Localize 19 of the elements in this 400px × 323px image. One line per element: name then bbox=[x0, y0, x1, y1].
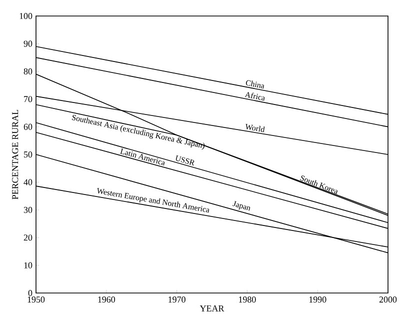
y-tick-label: 80 bbox=[24, 68, 32, 74]
x-tick-label: 1970 bbox=[168, 296, 186, 303]
y-tick-label: 60 bbox=[24, 124, 32, 130]
x-tick-label: 1990 bbox=[309, 296, 326, 303]
y-axis-title: PERCENTAGE RURAL bbox=[12, 110, 18, 200]
y-tick-label: 10 bbox=[24, 262, 32, 268]
x-tick-label: 1950 bbox=[28, 296, 45, 303]
y-tick-label: 70 bbox=[24, 96, 32, 102]
y-tick-label: 100 bbox=[20, 12, 32, 20]
x-tick-label: 1980 bbox=[239, 296, 256, 303]
y-tick-label: 90 bbox=[24, 40, 32, 47]
x-axis-title: YEAR bbox=[200, 305, 224, 312]
y-tick-label: 40 bbox=[24, 179, 32, 186]
y-tick-label: 50 bbox=[24, 151, 32, 158]
y-tick-label: 30 bbox=[24, 206, 32, 213]
x-tick-label: 2000 bbox=[379, 296, 397, 303]
y-tick-label: 20 bbox=[24, 234, 32, 241]
y-tick-label: 0 bbox=[28, 290, 32, 296]
x-tick-label: 1960 bbox=[98, 296, 116, 303]
